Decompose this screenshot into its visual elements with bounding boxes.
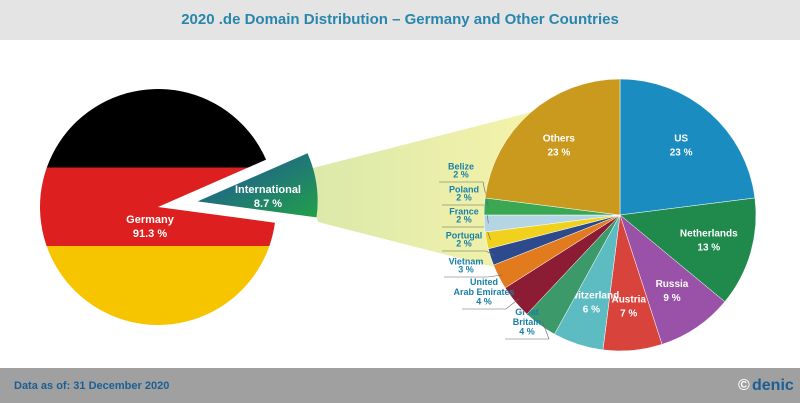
- slice-label: Netherlands: [680, 228, 738, 239]
- footer-note: Data as of: 31 December 2020: [14, 380, 169, 392]
- value-label: 2 %: [456, 192, 472, 202]
- slice-label: US: [674, 133, 688, 144]
- slice-label: France: [449, 206, 479, 216]
- value-label: 8.7 %: [254, 198, 282, 210]
- footer: [0, 368, 800, 403]
- slice-label: Russia: [656, 279, 689, 290]
- value-label: 7 %: [620, 309, 637, 320]
- slice-label: Germany: [126, 214, 175, 226]
- connector: [305, 110, 540, 268]
- leader-line: [462, 298, 519, 310]
- value-label: 2 %: [453, 169, 469, 179]
- slice-label: International: [235, 184, 301, 196]
- value-label: 4 %: [476, 296, 492, 306]
- slice-label: Austria: [611, 295, 646, 306]
- value-label: 23 %: [547, 147, 570, 158]
- value-label: 91.3 %: [133, 228, 167, 240]
- value-label: 2 %: [456, 238, 472, 248]
- pie-slice: [484, 78, 621, 216]
- slice-label: United Arab Emirates: [453, 277, 514, 297]
- copyright: ©: [738, 377, 750, 394]
- pie-slice: [619, 197, 757, 303]
- slice-label: Belize: [448, 161, 474, 171]
- value-label: 23 %: [670, 147, 693, 158]
- value-label: 6 %: [583, 305, 600, 316]
- header: [0, 0, 800, 40]
- leader-line: [444, 274, 503, 278]
- value-label: 9 %: [663, 293, 680, 304]
- slice-label: Portugal: [446, 230, 483, 240]
- leader-line: [442, 250, 495, 257]
- plot: Germany 91.3 % International 8.7 % US 23 % Net…: [40, 78, 757, 352]
- value-label: 13 %: [697, 242, 720, 253]
- slice-label: Others: [543, 133, 576, 144]
- slice-label: Vietnam: [449, 256, 484, 266]
- value-label: 4 %: [519, 326, 535, 336]
- pie-slice: [40, 89, 275, 325]
- slice-label: Switzerland: [564, 291, 620, 302]
- pie-slice: [197, 153, 318, 218]
- slice-label: Poland: [449, 184, 479, 194]
- chart-title: 2020 .de Domain Distribution – Germany a…: [181, 11, 619, 28]
- value-label: 3 %: [458, 264, 474, 274]
- leader-line: [505, 321, 550, 340]
- pie-slice: [619, 78, 756, 216]
- value-label: 2 %: [456, 214, 472, 224]
- leader-line: [439, 181, 489, 207]
- logo: denic: [752, 377, 794, 394]
